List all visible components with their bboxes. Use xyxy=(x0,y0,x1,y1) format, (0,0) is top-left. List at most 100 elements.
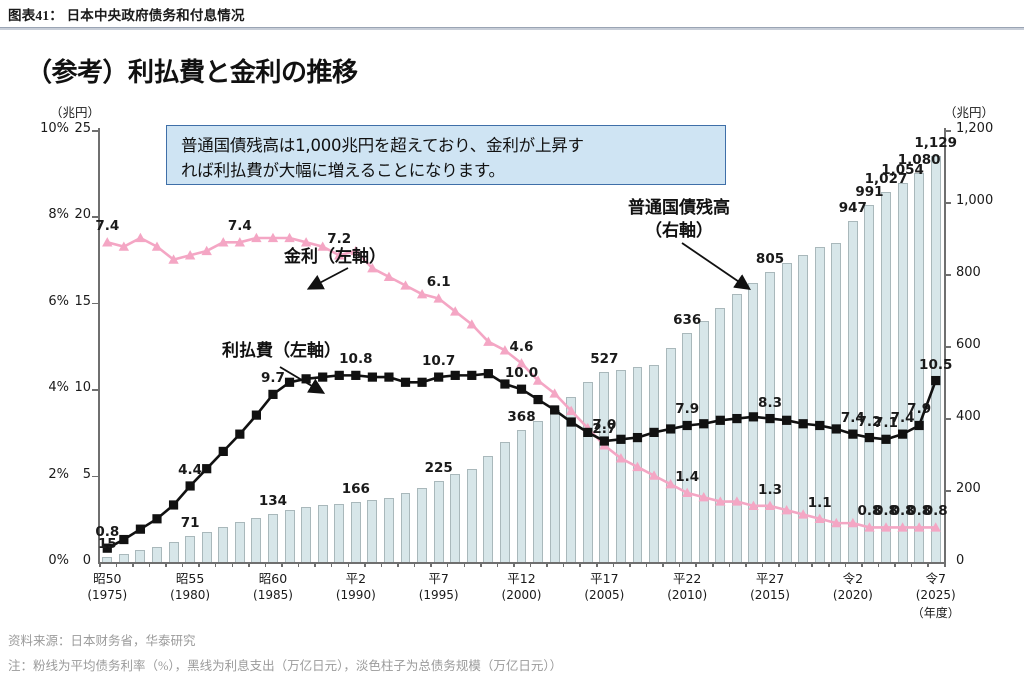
interest-payment-marker-1996 xyxy=(450,370,460,380)
left-axis-tick xyxy=(92,302,98,305)
interest-payment-marker-1995 xyxy=(434,372,444,382)
interest-rate-label-2022: 0.8 xyxy=(874,503,898,520)
x-axis-year: (1985) xyxy=(253,588,293,602)
bar-value-label-2005: 527 xyxy=(590,351,619,368)
interest-rate-marker-1986 xyxy=(284,232,295,243)
left-axis-pct-label-4: 4% xyxy=(48,380,69,396)
interest-rate-marker-2000 xyxy=(516,358,527,368)
interest-payment-marker-2001 xyxy=(533,394,543,405)
interest-rate-label-2005: 2.7 xyxy=(592,421,617,438)
x-axis-tick xyxy=(297,562,300,567)
bar-2024 xyxy=(914,173,925,562)
x-axis-year: (1990) xyxy=(335,588,376,602)
annotation-interest-rate: 金利（左軸） xyxy=(284,247,386,267)
interest-rate-marker-1993 xyxy=(400,280,411,290)
bar-2011 xyxy=(698,320,709,562)
interest-payment-marker-1994 xyxy=(417,377,427,387)
interest-payment-marker-2005 xyxy=(599,436,609,446)
interest-rate-marker-2018 xyxy=(814,513,825,523)
bar-2021 xyxy=(864,205,875,562)
x-axis-year: (1975) xyxy=(87,588,128,602)
interest-rate-marker-2007 xyxy=(632,461,643,472)
interest-rate-marker-1980 xyxy=(184,250,196,260)
exhibit-title: 图表41： 日本中央政府债务和付息情况 xyxy=(8,8,245,23)
bar-2010 xyxy=(682,333,693,562)
interest-payment-marker-2020 xyxy=(848,429,858,439)
interest-payment-marker-2023 xyxy=(897,429,908,439)
x-axis-tick xyxy=(828,562,830,567)
x-axis-label-2020: 令2 (2020) xyxy=(833,570,873,604)
interest-payment-marker-2016 xyxy=(781,415,792,425)
x-axis-tick xyxy=(480,562,482,567)
x-axis-label-2010: 平22 (2010) xyxy=(667,570,707,604)
interest-payment-marker-1987 xyxy=(301,374,311,384)
interest-rate-marker-1976 xyxy=(118,241,130,251)
x-axis-era: 平22 xyxy=(672,571,702,586)
left-axis-unit: （兆円） xyxy=(50,105,101,120)
interest-rate-marker-1995 xyxy=(433,293,444,303)
interest-rate-marker-1998 xyxy=(483,336,494,346)
right-axis-tick xyxy=(945,274,951,276)
chart-title: （参考）利払費と金利の推移 xyxy=(26,58,358,88)
x-axis-label-2000: 平12 (2000) xyxy=(502,570,542,604)
annotation-interest-payment: 利払費（左軸） xyxy=(222,341,341,361)
interest-payment-marker-1985 xyxy=(268,389,278,399)
bar-2020 xyxy=(847,221,858,562)
left-axis-trillion-label-15: 15 xyxy=(74,293,91,309)
interest-payment-marker-1990 xyxy=(351,370,361,380)
interest-rate-marker-2015 xyxy=(764,500,776,510)
x-axis-tick xyxy=(198,562,200,567)
interest-rate-marker-1994 xyxy=(416,288,428,299)
x-axis-tick xyxy=(562,562,565,567)
interest-payment-label-2023: 7.4 xyxy=(890,410,915,427)
x-axis-tick xyxy=(231,562,234,567)
interest-rate-marker-1983 xyxy=(234,237,246,247)
x-axis-tick xyxy=(413,562,416,567)
left-axis-trillion-label-20: 20 xyxy=(74,207,91,223)
interest-rate-marker-2016 xyxy=(781,504,792,515)
interest-payment-label-1980: 4.4 xyxy=(178,461,203,478)
x-axis-era: 令7 xyxy=(925,571,946,586)
interest-payment-label-2005: 7.0 xyxy=(592,417,617,434)
bar-2005 xyxy=(599,372,610,562)
right-axis-label-600: 600 xyxy=(956,337,981,352)
x-axis-year: (2020) xyxy=(832,588,873,602)
interest-payment-marker-1984 xyxy=(251,410,262,420)
interest-rate-marker-2008 xyxy=(648,470,660,480)
bar-2019 xyxy=(831,242,842,562)
bar-1979 xyxy=(168,541,179,562)
interest-rate-marker-1984 xyxy=(251,232,262,243)
interest-rate-marker-1990 xyxy=(350,245,362,256)
x-axis-tick xyxy=(281,562,283,567)
interest-payment-marker-1975 xyxy=(102,543,112,553)
bar-1984 xyxy=(251,518,262,562)
interest-rate-marker-2003 xyxy=(566,405,577,415)
x-axis-tick xyxy=(546,562,548,567)
bar-2013 xyxy=(731,294,742,562)
interest-payment-marker-1993 xyxy=(400,377,411,387)
bar-value-label-1980: 71 xyxy=(180,515,200,532)
x-axis-tick xyxy=(347,562,350,567)
interest-payment-marker-2021 xyxy=(864,432,875,443)
interest-rate-marker-2019 xyxy=(831,517,842,528)
x-axis-tick xyxy=(861,562,863,567)
bottom-axis-line xyxy=(98,562,946,564)
bar-1976 xyxy=(118,553,129,562)
bar-value-label-1990: 166 xyxy=(341,481,370,498)
x-axis-year: (2005) xyxy=(584,588,625,602)
interest-rate-label-2024: 0.8 xyxy=(907,503,932,520)
left-axis-trillion-label-0: 0 xyxy=(82,553,91,568)
interest-rate-label-2018: 1.1 xyxy=(807,494,832,511)
x-axis-tick xyxy=(330,562,333,567)
bar-1999 xyxy=(499,442,510,562)
bar-2000 xyxy=(516,429,527,562)
left-axis-line xyxy=(98,128,100,564)
bar-1981 xyxy=(201,532,212,562)
bar-1980 xyxy=(185,536,196,562)
interest-payment-marker-1983 xyxy=(235,429,245,439)
left-axis-trillion-label-5: 5 xyxy=(82,466,91,482)
x-axis-label-2015: 平27 (2015) xyxy=(750,570,790,604)
footer-source: 资料来源：日本财务省，华泰研究 xyxy=(8,634,196,648)
x-axis-tick xyxy=(728,562,731,567)
interest-payment-marker-1980 xyxy=(185,481,195,491)
